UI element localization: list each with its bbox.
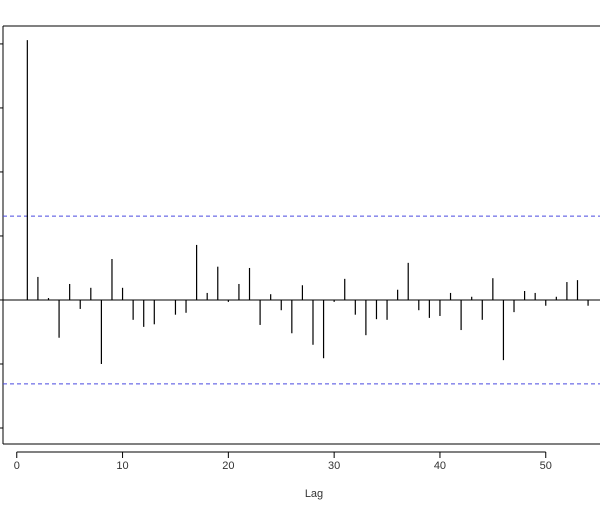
x-tick-label: 40 bbox=[434, 460, 446, 472]
x-tick-label: 20 bbox=[222, 460, 234, 472]
x-axis-label: Lag bbox=[305, 488, 323, 500]
x-tick-label: 10 bbox=[116, 460, 128, 472]
x-tick-label: 50 bbox=[540, 460, 552, 472]
x-tick-label: 30 bbox=[328, 460, 340, 472]
x-tick-label: 0 bbox=[14, 460, 20, 472]
